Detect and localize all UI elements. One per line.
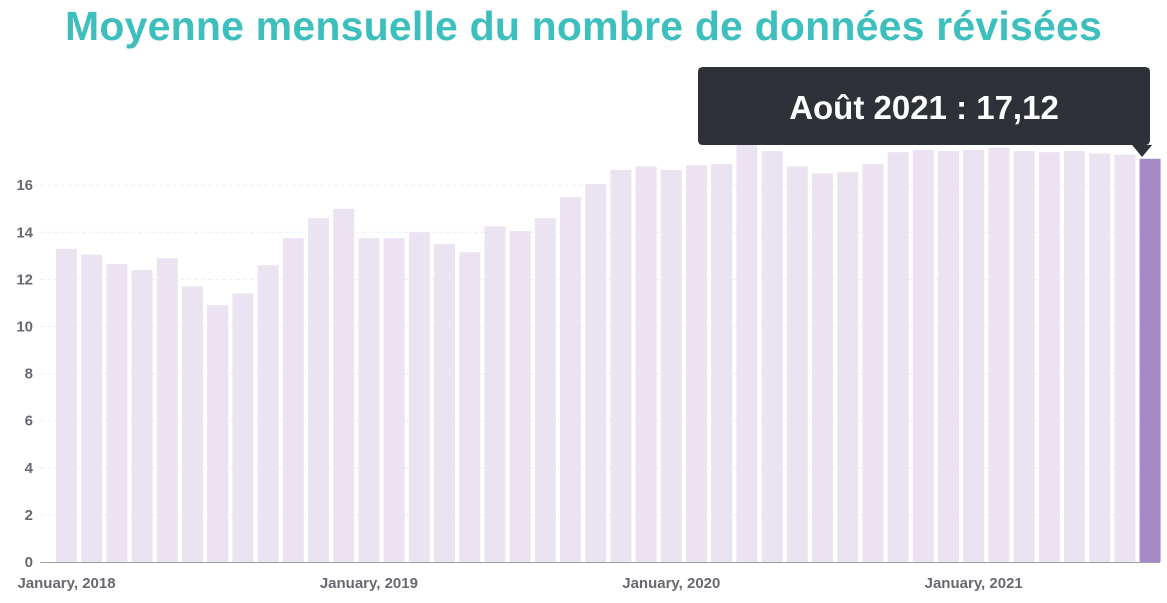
bar[interactable] bbox=[358, 238, 380, 562]
bar[interactable] bbox=[660, 169, 682, 562]
bar[interactable] bbox=[988, 147, 1010, 563]
y-tick-label: 0 bbox=[25, 554, 33, 571]
bar[interactable] bbox=[56, 248, 77, 563]
chart-title: Moyenne mensuelle du nombre de données r… bbox=[64, 3, 1102, 49]
x-axis-ticks: January, 2018 January, 2019 January, 2020 J… bbox=[17, 575, 1022, 592]
bar[interactable] bbox=[711, 164, 733, 562]
bar[interactable] bbox=[837, 172, 859, 562]
tooltip: Août 2021 : 17,12 bbox=[698, 67, 1153, 157]
bars bbox=[56, 145, 1161, 563]
bar[interactable] bbox=[1013, 151, 1035, 562]
bar[interactable] bbox=[912, 149, 934, 562]
bar[interactable] bbox=[534, 218, 556, 562]
y-tick-label: 14 bbox=[16, 224, 33, 241]
bar[interactable] bbox=[182, 286, 203, 563]
bar[interactable] bbox=[509, 231, 531, 562]
bar[interactable] bbox=[383, 238, 405, 562]
bar[interactable] bbox=[610, 169, 632, 562]
bar[interactable] bbox=[1089, 153, 1111, 562]
bar[interactable] bbox=[761, 151, 783, 562]
bar[interactable] bbox=[459, 252, 481, 563]
bar[interactable] bbox=[1038, 152, 1060, 562]
y-tick-label: 12 bbox=[16, 271, 33, 288]
bar[interactable] bbox=[131, 270, 153, 562]
x-tick-label: January, 2021 bbox=[925, 575, 1023, 592]
bar[interactable] bbox=[736, 145, 758, 562]
tooltip-label: Août 2021 : 17,12 bbox=[789, 89, 1059, 126]
bar[interactable] bbox=[257, 265, 279, 562]
bar-highlighted[interactable] bbox=[1139, 158, 1161, 563]
bar[interactable] bbox=[156, 258, 178, 562]
bar[interactable] bbox=[862, 164, 884, 562]
bar[interactable] bbox=[81, 254, 103, 562]
y-tick-label: 4 bbox=[25, 460, 34, 477]
y-tick-label: 10 bbox=[16, 319, 33, 336]
y-tick-label: 8 bbox=[25, 366, 33, 383]
bar[interactable] bbox=[106, 264, 128, 562]
bar[interactable] bbox=[938, 151, 959, 562]
bar[interactable] bbox=[1114, 154, 1136, 562]
bar[interactable] bbox=[434, 244, 455, 562]
bar[interactable] bbox=[308, 218, 329, 562]
bar[interactable] bbox=[408, 232, 430, 563]
bar[interactable] bbox=[560, 197, 581, 562]
bar[interactable] bbox=[686, 165, 707, 562]
bar[interactable] bbox=[812, 173, 833, 562]
bar[interactable] bbox=[585, 184, 607, 562]
bar[interactable] bbox=[282, 238, 304, 562]
y-tick-label: 2 bbox=[25, 507, 33, 524]
bar[interactable] bbox=[887, 152, 909, 562]
bar[interactable] bbox=[484, 226, 506, 562]
bar[interactable] bbox=[232, 293, 254, 563]
bar[interactable] bbox=[207, 305, 229, 562]
bar[interactable] bbox=[1064, 151, 1085, 562]
y-axis-ticks: 0 2 4 6 8 10 12 14 16 bbox=[16, 177, 33, 571]
x-tick-label: January, 2018 bbox=[17, 575, 115, 592]
bar[interactable] bbox=[786, 166, 808, 562]
bar[interactable] bbox=[333, 208, 355, 563]
y-tick-label: 16 bbox=[16, 177, 33, 194]
y-tick-label: 6 bbox=[25, 413, 33, 430]
bar[interactable] bbox=[635, 166, 657, 562]
tooltip-background bbox=[698, 67, 1153, 157]
x-tick-label: January, 2020 bbox=[622, 575, 720, 592]
x-tick-label: January, 2019 bbox=[320, 575, 418, 592]
bar[interactable] bbox=[963, 149, 985, 562]
